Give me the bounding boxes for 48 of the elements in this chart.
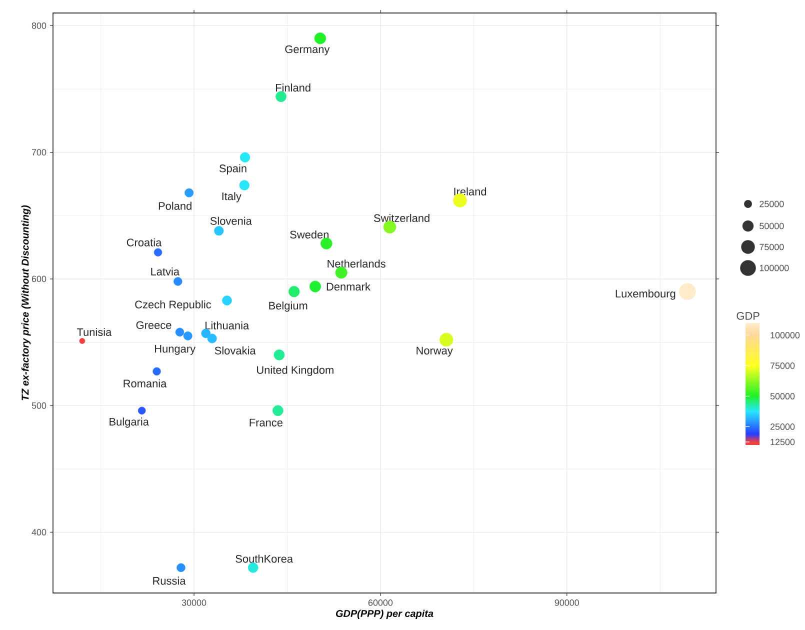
y-tick-label: 800 — [32, 22, 46, 29]
y-tick-label: 600 — [32, 276, 46, 282]
legend-label: 100000 — [760, 264, 789, 272]
annotation: Poland — [158, 202, 192, 210]
annotation: Norway — [416, 346, 453, 357]
y-axis-title: TZ ex-factory price (Without Discounting) — [21, 205, 31, 400]
annotation: Greece — [136, 321, 172, 330]
annotation: Czech Republic — [135, 300, 212, 311]
color-bar-label: 100000 — [770, 332, 800, 338]
annotation: United Kingdom — [257, 366, 334, 376]
annotation: Croatia — [126, 238, 162, 246]
annotation: Russia — [153, 576, 186, 585]
annotation: Sweden — [290, 230, 328, 239]
annotation: Slovakia — [214, 346, 256, 354]
annotation: Spain — [219, 164, 246, 174]
color-bar-label: 50000 — [770, 393, 795, 400]
annotation: Lithuania — [206, 321, 250, 330]
color-bar-title: GDP — [736, 312, 760, 320]
y-tick-label: 700 — [32, 149, 46, 156]
annotation: Hungary — [155, 345, 196, 355]
annotation: Netherlands — [328, 260, 386, 268]
x-tick-label: 30000 — [182, 600, 206, 606]
color-bar-label: 25000 — [770, 424, 795, 430]
y-tick-label: 500 — [32, 402, 46, 409]
annotation: Luxembourg — [616, 289, 676, 300]
annotation: Tunisia — [76, 328, 112, 336]
legend-label: 75000 — [760, 244, 784, 250]
annotation: Romania — [124, 379, 167, 388]
x-tick-label: 90000 — [554, 600, 579, 606]
annotation: Bulgaria — [110, 418, 149, 428]
color-bar-label: 12500 — [770, 438, 795, 446]
annotation: Slovenia — [210, 216, 252, 225]
legend-label: 50000 — [760, 222, 784, 230]
annotation: Finland — [276, 84, 310, 92]
x-axis-title: GDP(PPP) per capita — [336, 610, 434, 619]
annotation: Ireland — [454, 187, 486, 196]
annotation: SouthKorea — [236, 554, 294, 563]
annotation: France — [250, 418, 283, 426]
annotation: Latvia — [151, 267, 180, 276]
annotation: Italy — [222, 192, 242, 202]
annotation: Belgium — [269, 301, 308, 312]
legend-label: 25000 — [760, 200, 784, 208]
annotation: Denmark — [326, 282, 370, 291]
annotation: Switzerland — [374, 214, 430, 222]
color-bar-label: 75000 — [770, 362, 795, 369]
y-tick-label: 400 — [32, 529, 46, 536]
x-tick-label: 60000 — [368, 600, 393, 606]
annotation: Germany — [285, 45, 330, 56]
